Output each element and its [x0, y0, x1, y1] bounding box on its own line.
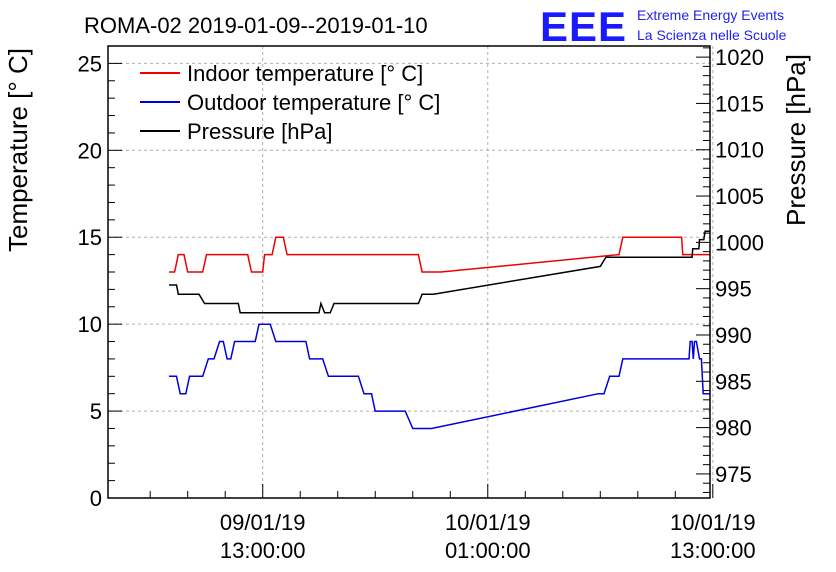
x-tick-label-time: 13:00:00 [220, 538, 306, 563]
y2-tick-label: 1020 [715, 45, 764, 70]
logo-mark: EEE [540, 3, 627, 50]
grid [108, 46, 714, 498]
logo: EEE Extreme Energy Events La Scienza nel… [540, 3, 787, 50]
axis-ticks: 0510152025975980985990995100010051010101… [78, 45, 764, 563]
y2-tick-label: 1015 [715, 91, 764, 116]
chart-title: ROMA-02 2019-01-09--2019-01-10 [84, 13, 428, 38]
legend: Indoor temperature [° C] Outdoor temperat… [140, 61, 440, 144]
series-line-0 [169, 236, 710, 273]
x-tick-label-date: 09/01/19 [220, 510, 306, 535]
y-tick-label: 20 [78, 138, 102, 163]
x-tick-label-date: 10/01/19 [445, 510, 531, 535]
series-line-2 [169, 230, 710, 314]
y-tick-label: 0 [90, 486, 102, 511]
y-axis-label: Temperature [° C] [3, 48, 33, 252]
y-tick-label: 10 [78, 312, 102, 337]
x-tick-label-time: 13:00:00 [670, 538, 756, 563]
legend-label-1: Outdoor temperature [° C] [187, 90, 440, 115]
series-layer [169, 230, 710, 430]
y2-tick-label: 995 [715, 277, 752, 302]
logo-line1: Extreme Energy Events [637, 7, 784, 23]
legend-label-0: Indoor temperature [° C] [187, 61, 423, 86]
y-tick-label: 25 [78, 51, 102, 76]
logo-line2: La Scienza nelle Scuole [637, 27, 787, 43]
y2-tick-label: 1005 [715, 184, 764, 209]
legend-label-2: Pressure [hPa] [187, 119, 333, 144]
y2-tick-label: 980 [715, 416, 752, 441]
y2-tick-label: 985 [715, 369, 752, 394]
y2-tick-label: 990 [715, 323, 752, 348]
y-tick-label: 15 [78, 225, 102, 250]
y2-tick-label: 975 [715, 462, 752, 487]
y2-axis-label: Pressure [hPa] [781, 54, 811, 226]
x-tick-label-date: 10/01/19 [670, 510, 756, 535]
y2-tick-label: 1010 [715, 138, 764, 163]
y2-tick-label: 1000 [715, 230, 764, 255]
y-tick-label: 5 [90, 399, 102, 424]
series-line-1 [169, 323, 710, 430]
x-tick-label-time: 01:00:00 [445, 538, 531, 563]
